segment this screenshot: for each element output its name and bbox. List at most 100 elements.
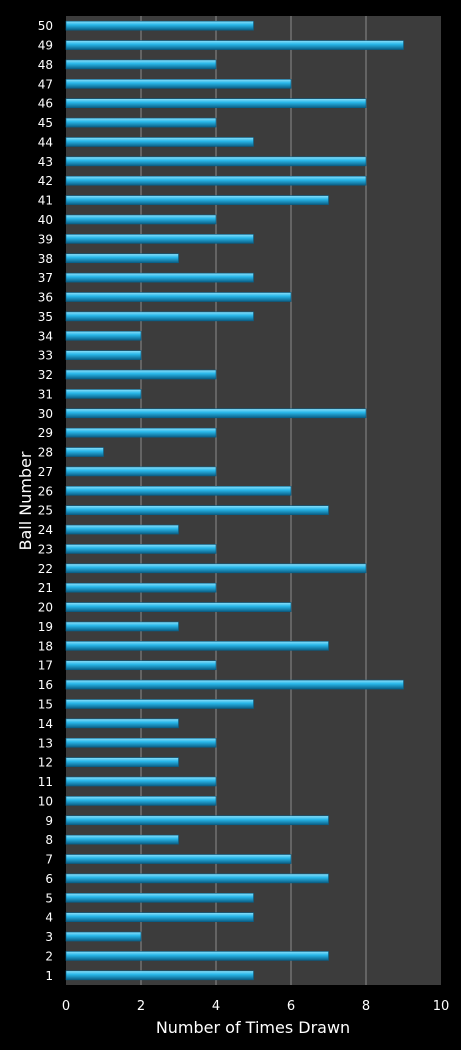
- y-tick-label: 9: [45, 814, 53, 828]
- x-tick-label: 8: [362, 999, 370, 1014]
- y-tick-label: 23: [38, 542, 53, 556]
- y-tick-label: 47: [38, 77, 53, 91]
- bar: [65, 156, 367, 167]
- bar: [65, 737, 217, 748]
- y-tick-label: 25: [38, 504, 53, 518]
- x-tick-label: 2: [137, 999, 145, 1014]
- bar: [65, 854, 292, 864]
- y-tick-label: 12: [38, 756, 53, 770]
- y-tick-label: 10: [38, 794, 53, 808]
- y-tick-label: 3: [45, 930, 53, 944]
- bar: [65, 699, 254, 709]
- bar: [65, 447, 104, 457]
- bar: [65, 20, 254, 31]
- y-tick-label: 18: [38, 639, 53, 653]
- bar: [65, 505, 329, 515]
- bar: [65, 641, 329, 651]
- bar: [65, 137, 254, 147]
- bar: [65, 602, 292, 612]
- y-tick-label: 39: [38, 232, 53, 246]
- y-tick-label: 2: [45, 949, 53, 963]
- bar: [65, 486, 292, 496]
- bar: [65, 951, 329, 961]
- y-tick-label: 21: [38, 581, 53, 595]
- y-tick-labels: 1234567891011121314151617181920212223242…: [38, 19, 53, 983]
- bar: [65, 234, 254, 244]
- bar: [65, 350, 142, 360]
- bar: [65, 970, 254, 981]
- y-tick-label: 35: [38, 310, 53, 324]
- x-tick-labels: 0 2 4 6 8 10: [62, 999, 449, 1014]
- bars: [65, 20, 404, 981]
- y-tick-label: 45: [38, 116, 53, 130]
- y-tick-label: 11: [38, 775, 53, 789]
- bar: [65, 931, 142, 942]
- x-tick-label: 10: [433, 999, 450, 1014]
- y-tick-label: 4: [45, 911, 53, 925]
- y-tick-label: 42: [38, 174, 53, 188]
- y-axis-title: Ball Number: [16, 451, 35, 550]
- bar: [65, 912, 254, 922]
- bar: [65, 621, 179, 632]
- bar: [65, 175, 367, 186]
- y-tick-label: 22: [38, 562, 53, 576]
- bar: [65, 582, 217, 593]
- y-tick-label: 33: [38, 349, 53, 363]
- y-tick-label: 5: [45, 891, 53, 905]
- bar: [65, 544, 217, 554]
- bar: [65, 834, 179, 845]
- bar: [65, 408, 367, 419]
- y-tick-label: 28: [38, 446, 53, 460]
- y-tick-label: 6: [45, 872, 53, 886]
- y-tick-label: 20: [38, 601, 53, 615]
- bar: [65, 98, 367, 109]
- y-tick-label: 14: [38, 717, 53, 731]
- bar: [65, 292, 292, 302]
- bar: [65, 40, 404, 50]
- bar: [65, 466, 217, 477]
- y-tick-label: 29: [38, 426, 53, 440]
- bar: [65, 660, 217, 671]
- x-axis-title: Number of Times Drawn: [156, 1018, 350, 1037]
- bar: [65, 311, 254, 322]
- bar: [65, 330, 142, 341]
- bar: [65, 718, 179, 729]
- y-tick-label: 16: [38, 678, 53, 692]
- y-tick-label: 46: [38, 97, 53, 111]
- y-tick-label: 34: [38, 329, 53, 343]
- bar: [65, 59, 217, 70]
- bar: [65, 272, 254, 283]
- y-tick-label: 40: [38, 213, 53, 227]
- y-tick-label: 36: [38, 291, 53, 305]
- bar: [65, 369, 217, 380]
- y-tick-label: 8: [45, 833, 53, 847]
- y-tick-label: 50: [38, 19, 53, 33]
- y-tick-label: 1: [45, 969, 53, 983]
- y-tick-label: 7: [45, 853, 53, 867]
- y-tick-label: 31: [38, 387, 53, 401]
- y-tick-label: 24: [38, 523, 53, 537]
- y-tick-label: 32: [38, 368, 53, 382]
- y-tick-label: 43: [38, 155, 53, 169]
- y-tick-label: 19: [38, 620, 53, 634]
- bar: [65, 117, 217, 128]
- bar: [65, 563, 367, 574]
- y-tick-label: 30: [38, 407, 53, 421]
- bar: [65, 757, 179, 767]
- bar: [65, 79, 292, 89]
- bar: [65, 214, 217, 225]
- bar: [65, 679, 404, 690]
- bar: [65, 796, 217, 806]
- y-tick-label: 27: [38, 465, 53, 479]
- y-tick-label: 41: [38, 194, 53, 208]
- bar: [65, 253, 179, 264]
- y-tick-label: 13: [38, 736, 53, 750]
- bar: [65, 892, 254, 903]
- bar: [65, 873, 329, 884]
- bar: [65, 815, 329, 826]
- bar: [65, 427, 217, 438]
- y-tick-label: 37: [38, 271, 53, 285]
- y-tick-label: 15: [38, 697, 53, 711]
- bar: [65, 195, 329, 205]
